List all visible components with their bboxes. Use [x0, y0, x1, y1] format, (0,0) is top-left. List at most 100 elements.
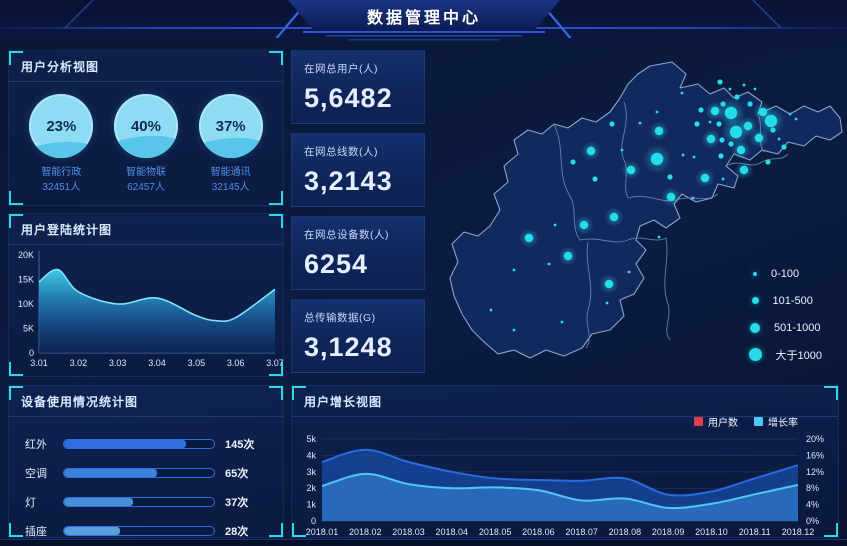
header-bar: 数据管理中心 [0, 0, 847, 42]
device-bar-fill [64, 439, 186, 448]
gauge-percent-value: 37% [215, 117, 246, 135]
device-bar-category: 插座 [25, 525, 47, 538]
login-area-chart: 0 5K 10K 15K 20K 3.01 3.02 3.03 3.04 3.05 3.06 3.07 [18, 250, 284, 368]
map-legend-label: 大于1000 [775, 349, 822, 362]
gauge-circle: 37% [198, 94, 263, 158]
svg-text:2018.01: 2018.01 [306, 527, 339, 537]
device-bar-value: 28次 [225, 525, 249, 538]
svg-text:2018.05: 2018.05 [479, 527, 512, 537]
kpi-card-3: 总传输数据(G) 3,1248 [291, 299, 425, 373]
legend-swatch [754, 417, 763, 426]
device-bar-track [63, 467, 215, 478]
map-legend-dot [751, 297, 759, 304]
kpi-card-1: 在网总线数(人) 3,2143 [291, 133, 425, 207]
device-bar-track [63, 496, 215, 507]
map-legend: 0-100 101-500 501-1000 大于1000 [748, 260, 822, 368]
svg-text:5K: 5K [23, 324, 34, 334]
svg-text:3.01: 3.01 [30, 358, 48, 368]
legend-item-增长率[interactable]: 增长率 [754, 414, 798, 429]
panel-user-analysis: 用户分析视图 23% 智能行政 32451人 40% 智能物联 62457人 37% 智能通讯… [8, 50, 284, 206]
svg-text:20K: 20K [18, 250, 34, 260]
header-deco-slash-right [752, 0, 782, 28]
gauge-percent-value: 23% [46, 117, 77, 135]
gauge-label: 智能通讯 32145人 [210, 167, 251, 193]
device-bar-category: 灯 [25, 496, 36, 509]
panel-title-user-growth: 用户增长视图 [292, 386, 838, 417]
legend-label: 增长率 [768, 418, 798, 429]
legend-swatch [694, 417, 703, 426]
map-legend-item: 0-100 [748, 260, 822, 287]
svg-text:2018.11: 2018.11 [739, 527, 771, 537]
svg-text:2018.06: 2018.06 [522, 527, 555, 537]
svg-text:3.06: 3.06 [227, 358, 245, 368]
svg-text:0%: 0% [806, 516, 819, 526]
header-deco-slash-left [64, 0, 94, 28]
panel-user-growth: 用户增长视图 用户数 增长率 0 0% 1k 4% 2k 8% 3k 12% 4k 16% 5k 20%… [291, 385, 839, 538]
svg-text:12%: 12% [806, 467, 824, 477]
kpi-label: 总传输数据(G) [304, 312, 376, 324]
device-bar-row: 灯 37次 [25, 487, 269, 516]
svg-text:3.04: 3.04 [148, 358, 166, 368]
svg-text:3k: 3k [306, 467, 316, 477]
kpi-value: 3,1248 [304, 332, 393, 362]
map-legend-label: 101-500 [772, 294, 813, 307]
device-bar-fill [64, 468, 157, 477]
gauge-label: 智能物联 62457人 [125, 167, 166, 193]
panel-device-usage: 设备使用情况统计图 红外145次空调65次灯37次插座28次窗帘24次 [8, 385, 284, 538]
gauge-circle: 40% [113, 94, 178, 158]
svg-text:3.02: 3.02 [70, 358, 88, 368]
growth-area-chart: 0 0% 1k 4% 2k 8% 3k 12% 4k 16% 5k 20% 2018.01 2018.02… [306, 434, 824, 537]
kpi-value: 6254 [304, 249, 369, 279]
device-bar-value: 65次 [225, 467, 249, 480]
gauge-2: 37% 智能通讯 32145人 [193, 94, 269, 195]
map-dots-layer [489, 79, 798, 332]
map-legend-dot [753, 271, 757, 276]
map-legend-item: 大于1000 [748, 341, 822, 368]
growth-chart-legend: 用户数 增长率 [694, 414, 798, 429]
svg-text:2018.08: 2018.08 [609, 527, 642, 537]
gauge-circle: 23% [29, 94, 94, 158]
svg-text:4k: 4k [306, 450, 316, 460]
svg-text:20%: 20% [806, 434, 824, 444]
kpi-value: 5,6482 [304, 83, 393, 113]
gauge-row: 23% 智能行政 32451人 40% 智能物联 62457人 37% 智能通讯 32145人 [9, 82, 283, 195]
svg-text:8%: 8% [806, 483, 819, 493]
legend-item-用户数[interactable]: 用户数 [694, 414, 738, 429]
panel-title-device-usage: 设备使用情况统计图 [9, 386, 283, 417]
map-svg [449, 61, 843, 359]
page-title: 数据管理中心 [366, 9, 481, 27]
map-legend-dot [748, 348, 762, 361]
svg-text:3.03: 3.03 [109, 358, 127, 368]
device-bar-category: 空调 [25, 467, 47, 480]
device-bar-fill [64, 526, 120, 535]
panel-title-login-stats: 用户登陆统计图 [9, 214, 283, 245]
svg-text:2018.03: 2018.03 [392, 527, 425, 537]
kpi-label: 在网总用户(人) [304, 63, 378, 75]
kpi-card-0: 在网总用户(人) 5,6482 [291, 50, 425, 124]
kpi-label: 在网总线数(人) [304, 146, 378, 158]
map-legend-dot [750, 322, 760, 333]
gauge-0: 23% 智能行政 32451人 [23, 94, 99, 195]
device-bar-row: 插座 28次 [25, 516, 269, 545]
footer-bar [0, 539, 847, 546]
device-bar-category: 红外 [25, 438, 47, 451]
gauge-percent-value: 40% [130, 117, 161, 135]
svg-text:2018.12: 2018.12 [782, 527, 815, 537]
svg-text:5k: 5k [306, 434, 316, 444]
map-legend-label: 0-100 [771, 267, 800, 280]
map-legend-label: 501-1000 [774, 321, 821, 334]
panel-title-user-analysis: 用户分析视图 [9, 51, 283, 82]
device-bar-fill [64, 497, 133, 506]
title-plate: 数据管理中心 [288, 0, 560, 31]
device-bar-row: 空调 65次 [25, 458, 269, 487]
kpi-value: 3,2143 [304, 166, 393, 196]
device-bar-value: 145次 [225, 438, 255, 451]
panel-login-stats: 用户登陆统计图 0 5K 10K 15K 20K 3.01 3.02 3.03 3.04 3.05… [8, 213, 284, 377]
map-legend-item: 501-1000 [748, 314, 822, 341]
device-bar-row: 红外 145次 [25, 429, 269, 458]
svg-text:15K: 15K [18, 275, 34, 285]
region-map: 0-100 101-500 501-1000 大于1000 [428, 42, 847, 387]
map-legend-item: 101-500 [748, 287, 822, 314]
svg-text:2018.09: 2018.09 [652, 527, 685, 537]
device-bar-track [63, 525, 215, 536]
